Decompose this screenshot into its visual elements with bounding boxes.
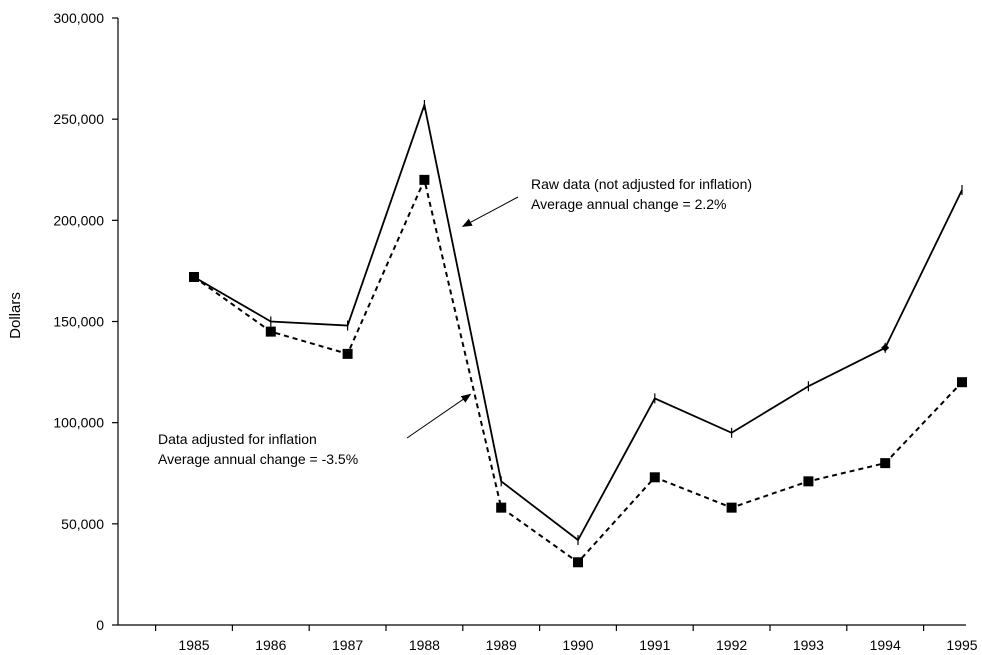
annotation-arrow bbox=[406, 393, 472, 439]
series-layer bbox=[189, 100, 967, 568]
y-axis-title: Dollars bbox=[7, 292, 24, 339]
annotation-text: Raw data (not adjusted for inflation) bbox=[531, 176, 752, 192]
data-point-adjusted bbox=[496, 502, 507, 513]
data-point-raw-diamond bbox=[881, 343, 890, 352]
y-axis-ticks: 0 50,000 100,000 150,000 200,000 250,000 300,0… bbox=[53, 10, 118, 633]
data-point-adjusted bbox=[803, 476, 814, 487]
y-tick-label: 200,000 bbox=[53, 212, 104, 228]
x-tick-label: 1990 bbox=[562, 637, 593, 653]
annotation-text: Average annual change = 2.2% bbox=[531, 196, 727, 212]
x-tick-label: 1987 bbox=[332, 637, 363, 653]
series-line-raw bbox=[193, 101, 963, 542]
annotation-raw-note: Raw data (not adjusted for inflation) Ave… bbox=[461, 176, 752, 227]
data-point-adjusted bbox=[880, 458, 891, 469]
y-tick-label: 50,000 bbox=[61, 516, 104, 532]
y-tick-label: 150,000 bbox=[53, 314, 104, 330]
series-adjusted bbox=[189, 174, 967, 568]
annotation-arrow bbox=[461, 196, 519, 227]
annotation-text: Data adjusted for inflation bbox=[158, 431, 317, 447]
annotations: Raw data (not adjusted for inflation) Ave… bbox=[158, 176, 752, 467]
x-tick-label: 1986 bbox=[255, 637, 286, 653]
x-tick-label: 1991 bbox=[639, 637, 670, 653]
x-tick-label: 1988 bbox=[409, 637, 440, 653]
data-point-adjusted bbox=[189, 271, 199, 282]
data-point-adjusted bbox=[265, 326, 276, 337]
y-tick-label: 100,000 bbox=[53, 415, 104, 431]
x-axis-ticks: 1985 1986 1987 1988 1989 1990 1991 1992 1993 1994… bbox=[155, 625, 978, 653]
data-point-adjusted bbox=[573, 557, 583, 568]
axes: 0 50,000 100,000 150,000 200,000 250,000 300,0… bbox=[53, 10, 978, 653]
annotation-text: Average annual change = -3.5% bbox=[158, 451, 358, 467]
data-point-adjusted bbox=[957, 377, 967, 388]
y-tick-label: 0 bbox=[96, 617, 104, 633]
x-tick-label: 1985 bbox=[178, 637, 209, 653]
annotation-adj-note: Data adjusted for inflation Average annua… bbox=[158, 393, 472, 467]
data-point-adjusted bbox=[342, 348, 353, 359]
data-point-adjusted bbox=[726, 502, 737, 513]
series-raw bbox=[193, 100, 963, 546]
x-tick-label: 1994 bbox=[870, 637, 901, 653]
y-tick-label: 250,000 bbox=[53, 111, 104, 127]
x-tick-label: 1992 bbox=[716, 637, 747, 653]
data-point-adjusted bbox=[649, 472, 660, 483]
x-tick-label: 1989 bbox=[486, 637, 517, 653]
x-tick-label: 1995 bbox=[946, 637, 977, 653]
y-tick-label: 300,000 bbox=[53, 10, 104, 26]
data-point-adjusted bbox=[419, 174, 430, 185]
series-line-adjusted bbox=[193, 176, 963, 564]
x-tick-label: 1993 bbox=[793, 637, 824, 653]
